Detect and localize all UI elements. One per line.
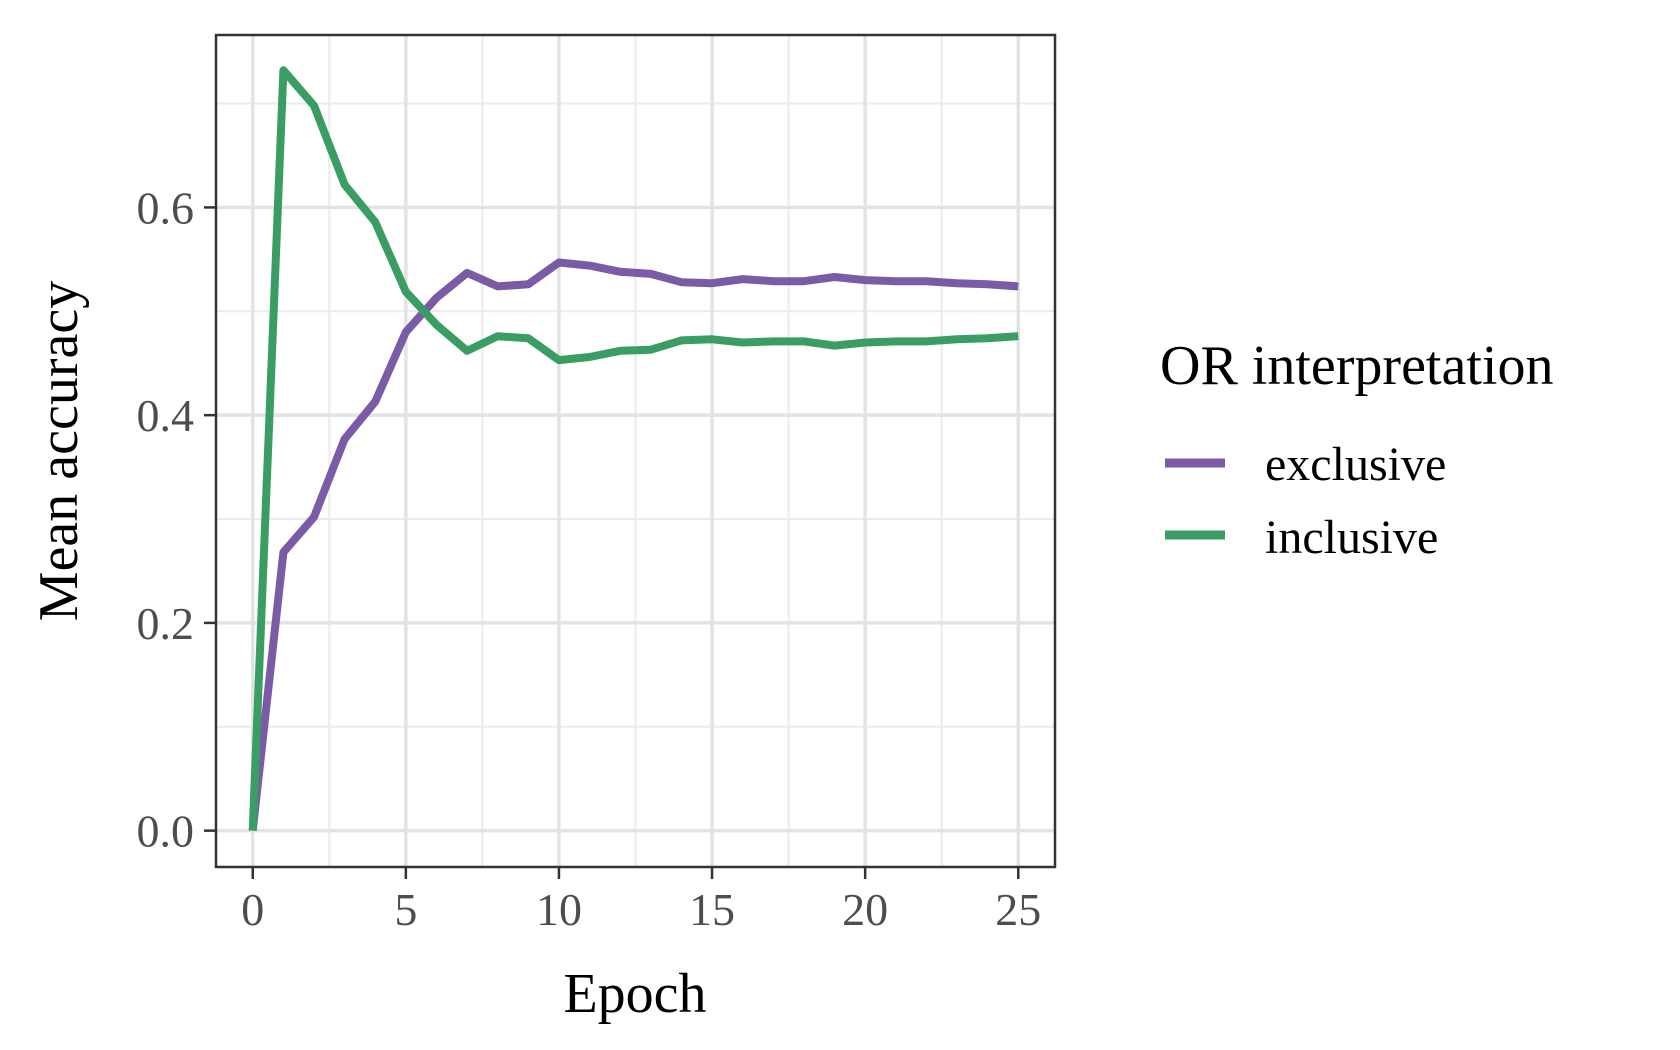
x-tick-label: 25 — [995, 884, 1041, 935]
legend-label-inclusive: inclusive — [1265, 511, 1438, 564]
x-tick-label: 0 — [241, 884, 264, 935]
y-tick-label: 0.6 — [137, 182, 195, 233]
series-line-exclusive — [248, 258, 1019, 832]
legend: OR interpretation exclusive inclusive — [1160, 335, 1553, 564]
y-tick-label: 0.0 — [137, 806, 195, 857]
y-axis-title: Mean accuracy — [28, 281, 90, 621]
legend-title: OR interpretation — [1160, 335, 1553, 397]
y-tick-label: 0.2 — [137, 598, 195, 649]
minor-gridlines — [216, 35, 1055, 867]
series-lines — [248, 66, 1019, 832]
x-tick-label: 20 — [842, 884, 888, 935]
legend-label-exclusive: exclusive — [1265, 438, 1446, 491]
y-axis: 0.0 0.2 0.4 0.6 — [137, 182, 216, 857]
x-tick-label: 10 — [536, 884, 582, 935]
x-axis: 0 5 10 15 20 25 — [241, 867, 1041, 935]
major-gridlines — [216, 35, 1055, 867]
series-line-inclusive — [248, 66, 1019, 831]
x-tick-label: 5 — [394, 884, 417, 935]
x-tick-label: 15 — [689, 884, 735, 935]
y-tick-label: 0.4 — [137, 390, 195, 441]
plot-border — [214, 33, 1057, 869]
x-axis-title: Epoch — [563, 963, 706, 1025]
